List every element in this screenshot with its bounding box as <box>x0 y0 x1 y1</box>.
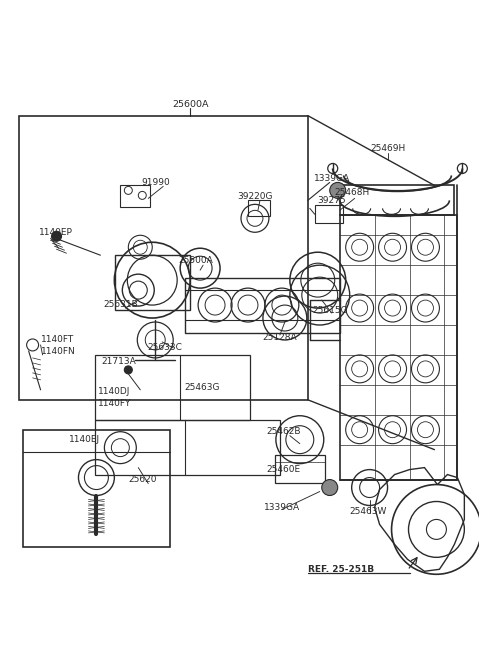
Text: 25463G: 25463G <box>184 383 220 392</box>
Bar <box>115 255 190 310</box>
Text: 25615G: 25615G <box>312 305 348 314</box>
Bar <box>19 116 308 400</box>
Text: 25469H: 25469H <box>370 144 405 153</box>
Text: 91990: 91990 <box>142 178 170 187</box>
Circle shape <box>51 231 61 241</box>
Text: 25500A: 25500A <box>179 255 214 265</box>
Text: 21713A: 21713A <box>101 358 136 366</box>
Text: 1140EP: 1140EP <box>38 228 72 236</box>
Circle shape <box>330 183 346 198</box>
Bar <box>248 200 270 216</box>
Bar <box>96 355 250 420</box>
Bar <box>275 455 325 483</box>
Bar <box>185 278 340 333</box>
Text: 39220G: 39220G <box>237 192 273 201</box>
Text: 1140FN: 1140FN <box>41 347 75 356</box>
Text: REF. 25-251B: REF. 25-251B <box>308 565 374 574</box>
Bar <box>96 420 280 475</box>
Text: 25460E: 25460E <box>267 465 301 474</box>
Text: 25600A: 25600A <box>172 100 208 109</box>
Bar <box>120 185 150 208</box>
Text: 1140EJ: 1140EJ <box>69 435 100 444</box>
Bar <box>340 215 457 479</box>
Text: 25128A: 25128A <box>263 333 297 343</box>
Text: 25620: 25620 <box>128 475 156 484</box>
Text: 25463W: 25463W <box>349 507 386 516</box>
Text: 1339GA: 1339GA <box>313 174 350 183</box>
Text: 25468H: 25468H <box>334 188 369 197</box>
Text: 25633C: 25633C <box>148 343 183 352</box>
Text: 25462B: 25462B <box>266 427 301 436</box>
Bar <box>315 206 343 223</box>
Circle shape <box>322 479 338 496</box>
Text: 1140FY: 1140FY <box>98 400 132 408</box>
Text: 1140FT: 1140FT <box>41 335 74 345</box>
Bar <box>23 430 170 548</box>
Circle shape <box>124 366 132 374</box>
Text: 1339GA: 1339GA <box>264 503 300 512</box>
Text: 1140DJ: 1140DJ <box>98 387 131 396</box>
Text: 39275: 39275 <box>318 196 347 205</box>
Text: 25631B: 25631B <box>103 299 138 309</box>
